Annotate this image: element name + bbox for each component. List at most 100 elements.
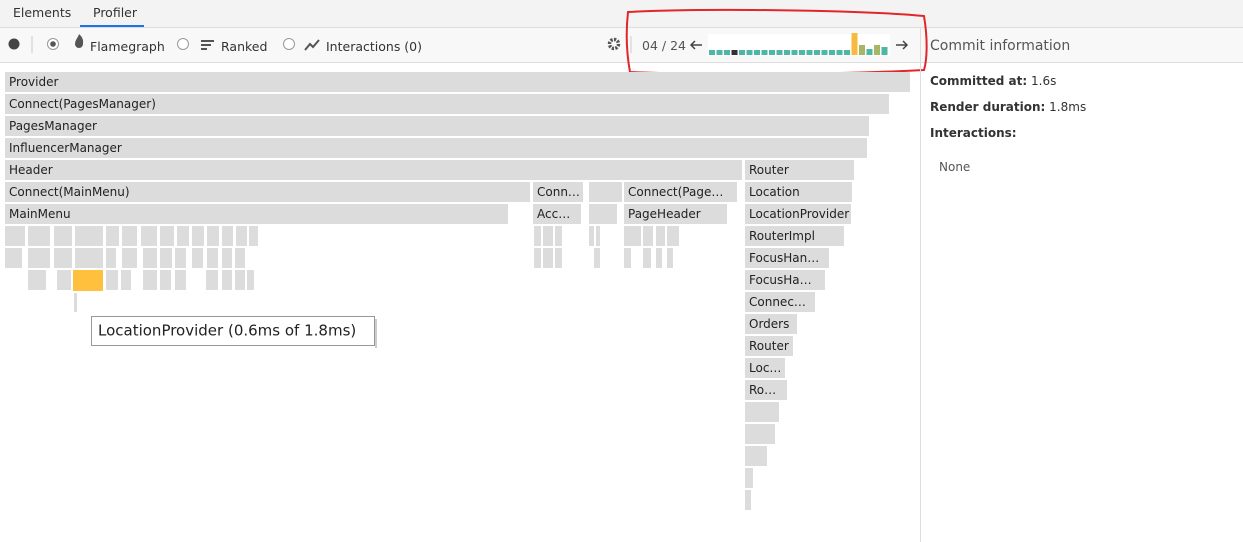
commit-bar[interactable] — [769, 50, 775, 55]
flame-node[interactable] — [207, 248, 218, 268]
flame-node[interactable] — [589, 182, 622, 202]
flame-node[interactable] — [745, 468, 753, 488]
flame-node[interactable] — [624, 182, 737, 202]
flame-node[interactable] — [249, 226, 258, 246]
flame-node[interactable] — [656, 248, 662, 268]
flame-node[interactable] — [5, 138, 867, 158]
commit-bar[interactable] — [874, 45, 880, 55]
flame-node[interactable] — [624, 226, 641, 246]
commit-bar[interactable] — [709, 50, 715, 55]
flame-node[interactable] — [222, 248, 232, 268]
tab[interactable]: Profiler — [93, 5, 138, 20]
flame-node[interactable] — [589, 204, 617, 224]
flame-node[interactable] — [192, 226, 204, 246]
flame-node[interactable] — [177, 226, 189, 246]
commit-bar[interactable] — [724, 50, 730, 55]
radio[interactable] — [283, 38, 295, 50]
commit-bar[interactable] — [746, 50, 753, 55]
flame-node[interactable] — [656, 226, 665, 246]
tab[interactable]: Elements — [13, 5, 72, 20]
flame-node[interactable] — [175, 248, 186, 268]
flame-node[interactable] — [5, 226, 25, 246]
flame-node[interactable] — [5, 204, 508, 224]
flame-node[interactable] — [143, 248, 157, 268]
flame-node[interactable] — [75, 248, 103, 268]
flame-node[interactable] — [624, 204, 727, 224]
flame-node[interactable] — [192, 248, 203, 268]
flame-node[interactable] — [667, 226, 679, 246]
flame-node[interactable] — [745, 160, 854, 180]
commit-bar[interactable] — [821, 50, 828, 55]
flame-node[interactable] — [745, 424, 775, 444]
flame-node[interactable] — [745, 358, 785, 378]
flame-node[interactable] — [745, 380, 787, 400]
commit-bar[interactable] — [784, 50, 790, 55]
flame-node[interactable] — [533, 182, 583, 202]
flame-node[interactable] — [141, 226, 157, 246]
flame-node[interactable] — [543, 226, 553, 246]
flame-node[interactable] — [235, 248, 245, 268]
commit-bar[interactable] — [806, 50, 813, 55]
commit-bar[interactable] — [814, 50, 820, 55]
commit-bar[interactable] — [791, 50, 798, 55]
view-option[interactable]: Interactions (0) — [326, 39, 423, 54]
flame-node[interactable] — [596, 226, 600, 246]
flame-node[interactable] — [745, 248, 829, 268]
commit-bar[interactable] — [754, 50, 760, 55]
flame-node[interactable] — [54, 248, 72, 268]
commit-bar[interactable] — [881, 47, 888, 55]
commit-bar[interactable] — [844, 50, 850, 55]
flame-node[interactable] — [667, 248, 673, 268]
flame-node[interactable] — [643, 226, 653, 246]
flame-node[interactable] — [5, 116, 869, 136]
flame-node[interactable] — [207, 226, 219, 246]
flame-node[interactable] — [160, 226, 174, 246]
flame-node[interactable] — [555, 226, 562, 246]
flame-node[interactable] — [175, 270, 186, 290]
flame-node-selected[interactable] — [73, 270, 103, 291]
commit-bar[interactable] — [799, 50, 805, 55]
flame-node[interactable] — [745, 314, 797, 334]
flame-node[interactable] — [5, 248, 22, 268]
flame-node[interactable] — [247, 270, 254, 290]
flame-node[interactable] — [28, 248, 50, 268]
flame-node[interactable] — [74, 293, 77, 312]
flame-node[interactable] — [745, 292, 815, 312]
commit-bar[interactable] — [739, 50, 745, 55]
flame-node[interactable] — [54, 226, 72, 246]
flame-node[interactable] — [745, 226, 844, 246]
flame-node[interactable] — [106, 248, 116, 268]
flame-node[interactable] — [745, 270, 825, 290]
flame-node[interactable] — [160, 248, 172, 268]
flame-node[interactable] — [75, 226, 103, 246]
flame-node[interactable] — [5, 160, 742, 180]
flame-node[interactable] — [143, 270, 157, 290]
flame-node[interactable] — [106, 226, 119, 246]
flame-node[interactable] — [745, 446, 767, 466]
flame-node[interactable] — [28, 270, 46, 290]
commit-bar[interactable] — [859, 45, 865, 55]
commit-bar[interactable] — [761, 50, 768, 55]
prev-commit[interactable] — [689, 40, 702, 50]
flame-node[interactable] — [533, 204, 581, 224]
flame-node[interactable] — [5, 72, 910, 92]
flame-node[interactable] — [5, 94, 889, 114]
commit-bar[interactable] — [866, 49, 873, 55]
flame-node[interactable] — [745, 336, 793, 356]
flame-node[interactable] — [745, 204, 851, 224]
commit-bar[interactable] — [851, 33, 858, 55]
flame-node[interactable] — [57, 270, 71, 290]
next-commit[interactable] — [896, 40, 909, 50]
record-button[interactable] — [8, 38, 20, 50]
commit-bar[interactable] — [836, 50, 843, 55]
flame-node[interactable] — [5, 182, 530, 202]
flame-node[interactable] — [555, 248, 562, 268]
flame-node[interactable] — [643, 248, 651, 268]
commit-bar[interactable] — [829, 50, 835, 55]
flame-node[interactable] — [534, 248, 541, 268]
flame-node[interactable] — [28, 226, 50, 246]
flame-node[interactable] — [121, 270, 131, 290]
flame-node[interactable] — [160, 270, 171, 290]
flame-node[interactable] — [222, 270, 232, 290]
view-option[interactable]: Flamegraph — [90, 39, 165, 54]
